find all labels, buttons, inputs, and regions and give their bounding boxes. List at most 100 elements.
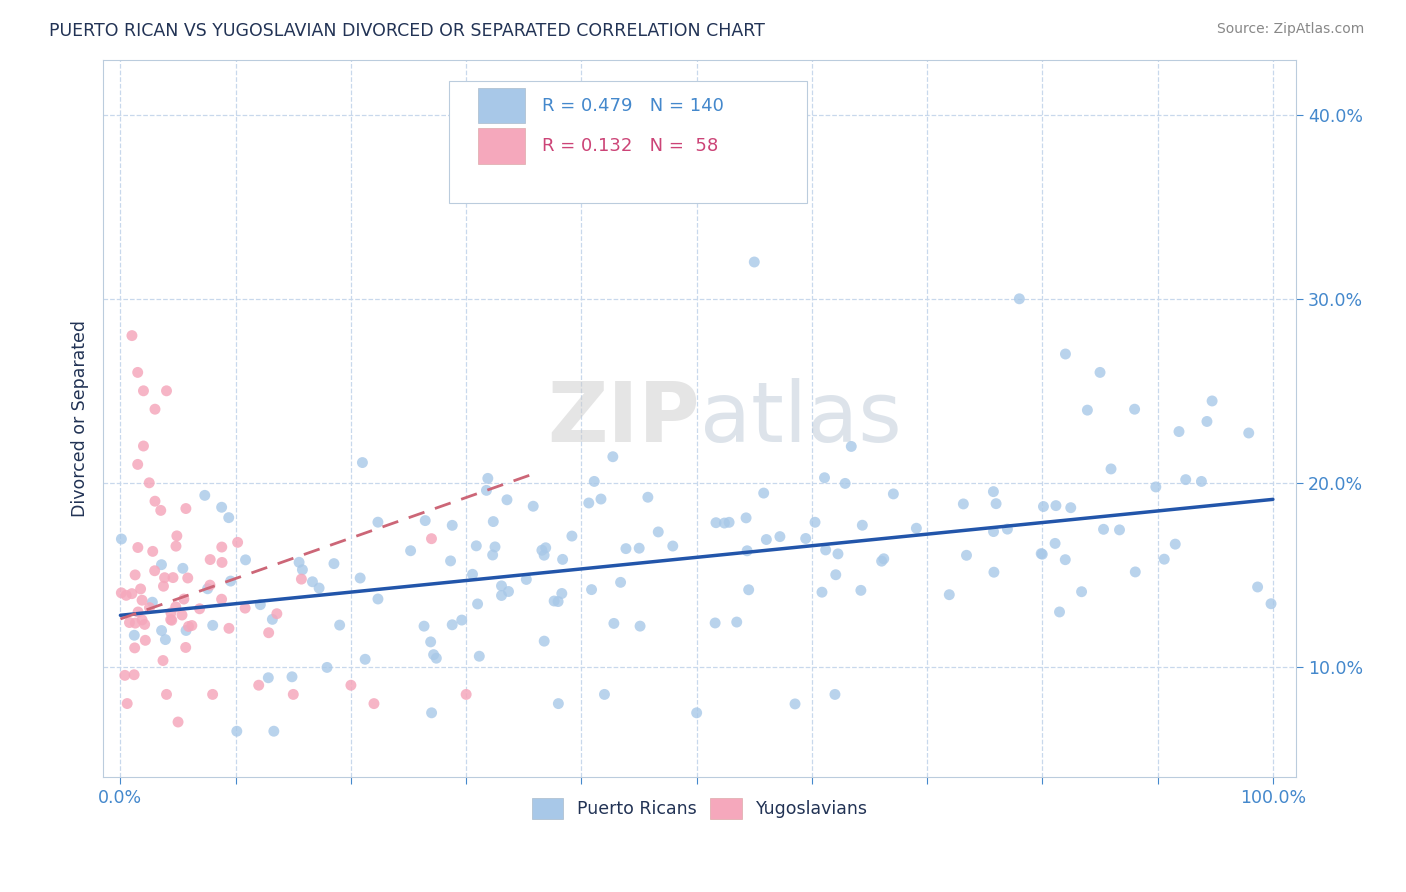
Point (323, 557, 346, 571)
Point (177, 619, 200, 633)
Point (551, 552, 574, 566)
Point (533, 634, 555, 648)
Point (849, 583, 872, 598)
Point (450, 613, 472, 627)
Point (138, 475, 160, 490)
Point (367, 592, 389, 607)
Point (263, 724, 285, 739)
Point (122, 667, 145, 681)
Point (226, 535, 249, 549)
Point (121, 328, 143, 343)
Point (593, 687, 616, 701)
Point (603, 616, 626, 631)
Point (143, 564, 166, 578)
Point (124, 640, 146, 655)
Point (349, 571, 371, 585)
Point (515, 573, 537, 587)
FancyBboxPatch shape (478, 87, 526, 123)
Point (496, 492, 519, 507)
Point (533, 548, 555, 562)
Point (938, 588, 960, 602)
Point (201, 618, 224, 632)
Point (614, 541, 637, 556)
Point (955, 549, 977, 563)
Point (352, 456, 374, 470)
Point (1144, 480, 1167, 494)
Point (1031, 547, 1053, 561)
Point (174, 501, 197, 516)
Point (127, 541, 149, 555)
Point (288, 555, 311, 569)
Point (467, 597, 489, 611)
Point (143, 402, 166, 417)
Point (129, 582, 152, 596)
Point (110, 586, 132, 600)
Point (150, 558, 173, 572)
Point (399, 543, 422, 558)
Point (441, 518, 464, 533)
Point (165, 539, 187, 553)
Point (685, 706, 707, 720)
Point (628, 619, 651, 633)
Point (170, 607, 193, 622)
Point (152, 579, 174, 593)
FancyBboxPatch shape (478, 128, 526, 164)
Point (637, 490, 659, 504)
Point (1054, 552, 1077, 566)
Point (997, 522, 1019, 536)
Point (422, 648, 444, 662)
Point (150, 624, 173, 638)
Point (197, 582, 219, 596)
Point (839, 439, 862, 453)
Point (725, 615, 748, 629)
Text: R = 0.132   N =  58: R = 0.132 N = 58 (543, 137, 718, 155)
Point (870, 554, 893, 568)
Point (1043, 536, 1066, 550)
Point (149, 503, 172, 517)
Point (413, 514, 436, 528)
Point (354, 652, 377, 666)
Point (172, 561, 194, 575)
Point (283, 687, 305, 701)
Point (124, 628, 146, 642)
Point (218, 621, 240, 635)
Point (1237, 425, 1260, 440)
Point (167, 714, 190, 729)
Point (551, 586, 574, 600)
Point (115, 588, 138, 602)
Point (198, 552, 221, 566)
Legend: Puerto Ricans, Yugoslavians: Puerto Ricans, Yugoslavians (524, 791, 875, 826)
Point (266, 607, 288, 621)
Point (249, 598, 271, 612)
Point (1032, 500, 1054, 514)
Point (138, 600, 160, 615)
Point (174, 640, 197, 655)
Point (127, 605, 149, 619)
Point (132, 439, 155, 453)
Point (363, 697, 385, 711)
Point (218, 510, 240, 524)
Point (121, 587, 143, 601)
Point (420, 532, 443, 546)
Text: PUERTO RICAN VS YUGOSLAVIAN DIVORCED OR SEPARATED CORRELATION CHART: PUERTO RICAN VS YUGOSLAVIAN DIVORCED OR … (49, 22, 765, 40)
Point (141, 595, 163, 609)
Point (794, 532, 817, 546)
Point (1070, 584, 1092, 599)
Point (468, 649, 491, 664)
Point (180, 618, 202, 632)
Point (704, 516, 727, 530)
Point (1195, 414, 1218, 428)
Point (1153, 552, 1175, 566)
Point (491, 589, 513, 603)
Point (142, 544, 165, 558)
Point (114, 668, 136, 682)
Point (456, 687, 478, 701)
Point (813, 471, 835, 485)
Point (755, 533, 778, 547)
Point (159, 613, 181, 627)
Point (713, 516, 735, 530)
Point (134, 617, 156, 632)
Point (983, 565, 1005, 579)
Point (174, 624, 197, 638)
Point (1008, 292, 1031, 306)
